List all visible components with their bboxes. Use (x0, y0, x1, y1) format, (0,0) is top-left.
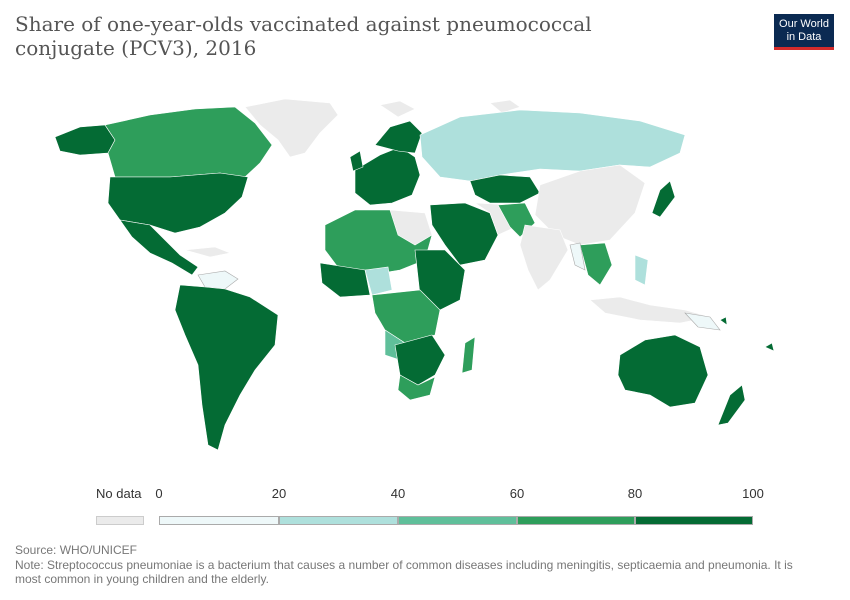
region-greenland[interactable] (244, 98, 339, 158)
legend-no-data-swatch[interactable] (96, 516, 144, 525)
region-kazakhstan[interactable] (469, 174, 541, 204)
region-egypt-libya[interactable] (389, 209, 433, 246)
region-india[interactable] (519, 224, 569, 291)
legend-bin-20-40[interactable] (279, 516, 398, 525)
world-map[interactable] (20, 85, 840, 460)
region-west-africa[interactable] (319, 262, 371, 298)
world-map-svg (54, 98, 775, 451)
region-venezuela[interactable] (197, 270, 239, 290)
region-nigeria[interactable] (364, 266, 393, 296)
region-russia[interactable] (419, 109, 686, 182)
region-arctic-islands[interactable] (379, 99, 521, 118)
region-china[interactable] (534, 164, 646, 246)
source-text: Source: WHO/UNICEF (15, 543, 138, 557)
region-scandinavia[interactable] (374, 120, 423, 154)
region-uk[interactable] (349, 150, 364, 172)
logo-red-bar (774, 47, 834, 50)
note-text: Note: Streptococcus pneumoniae is a bact… (15, 558, 793, 586)
region-pacific-islands[interactable] (719, 316, 775, 352)
legend-no-data-label: No data (96, 486, 142, 501)
region-south-america[interactable] (174, 284, 279, 451)
region-australia[interactable] (617, 334, 709, 408)
legend-tick-100: 100 (742, 486, 764, 501)
logo-line-2: in Data (786, 31, 822, 43)
owid-logo[interactable]: Our World in Data (774, 14, 834, 50)
legend-tick-80: 80 (627, 486, 643, 501)
legend-bin-60-80[interactable] (517, 516, 635, 525)
legend-bin-40-60[interactable] (398, 516, 517, 525)
region-south-africa[interactable] (397, 374, 436, 401)
legend-tick-40: 40 (390, 486, 406, 501)
logo-line-1: Our World (779, 18, 829, 30)
region-southeast-asia[interactable] (579, 242, 613, 286)
region-mexico-central-america[interactable] (119, 219, 199, 276)
region-philippines[interactable] (634, 254, 649, 286)
region-alaska[interactable] (54, 124, 116, 156)
region-middle-east[interactable] (429, 202, 499, 266)
legend-bin-0-20[interactable] (159, 516, 279, 525)
region-new-zealand[interactable] (717, 384, 746, 426)
legend-tick-20: 20 (271, 486, 287, 501)
region-canada[interactable] (104, 106, 273, 178)
region-usa[interactable] (107, 172, 249, 234)
legend-tick-0: 0 (155, 486, 163, 501)
region-myanmar[interactable] (569, 242, 586, 271)
region-madagascar[interactable] (461, 336, 476, 374)
legend-bin-80-100[interactable] (635, 516, 753, 525)
region-papua-new-guinea[interactable] (684, 312, 721, 331)
color-legend: No data 0 20 40 60 80 100 (0, 480, 850, 530)
region-western-europe[interactable] (354, 146, 421, 206)
legend-tick-60: 60 (509, 486, 525, 501)
region-caribbean[interactable] (184, 246, 232, 258)
chart-title: Share of one-year-olds vaccinated agains… (15, 12, 592, 60)
region-japan[interactable] (651, 180, 676, 218)
